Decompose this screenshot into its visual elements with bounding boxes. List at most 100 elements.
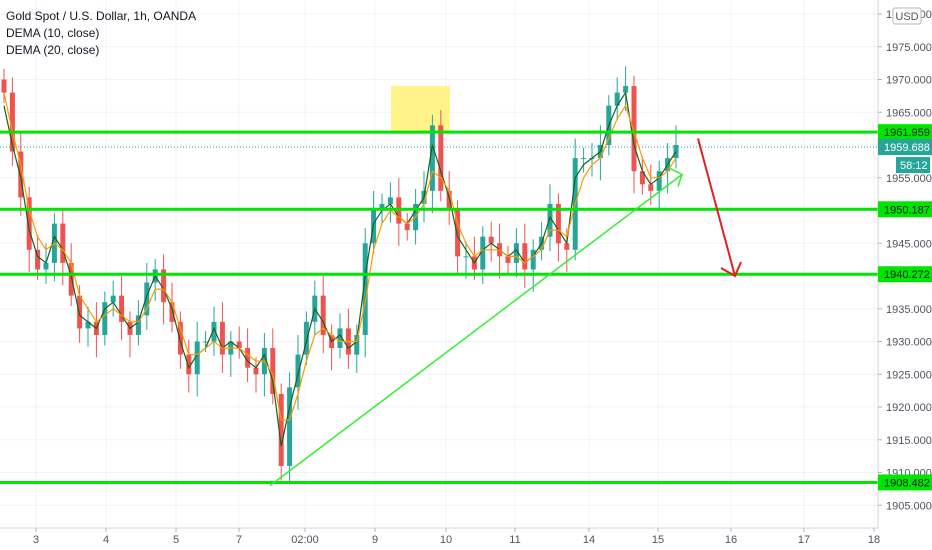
candle-body xyxy=(337,328,343,349)
candle-body xyxy=(43,262,49,270)
candle-body xyxy=(513,243,519,263)
candle-body xyxy=(102,302,108,335)
indicator-dema-10[interactable]: DEMA (10, close) xyxy=(6,26,100,40)
y-tick-label: 1970.000 xyxy=(886,75,932,87)
forecast-arrow[interactable] xyxy=(697,138,742,278)
candle-body xyxy=(278,393,284,466)
candle-body xyxy=(161,269,167,303)
trendline-segment xyxy=(269,173,683,487)
level-tag xyxy=(878,124,932,141)
candle-body xyxy=(480,236,486,270)
x-tick-label: 16 xyxy=(725,534,737,546)
symbol-title[interactable]: Gold Spot / U.S. Dollar, 1h, OANDA xyxy=(6,9,197,23)
candle-body xyxy=(177,321,183,355)
x-tick-label: 3 xyxy=(33,534,39,546)
y-tick-label: 1915.000 xyxy=(886,435,932,447)
last-price-tag xyxy=(878,139,932,156)
candle-body xyxy=(110,295,116,303)
candle-body xyxy=(219,321,225,355)
indicator-dema-20[interactable]: DEMA (20, close) xyxy=(6,43,100,57)
level-tag xyxy=(878,474,932,491)
forecast-arrow-shaft xyxy=(697,138,736,277)
candle-body xyxy=(245,348,251,368)
y-tick-label: 1975.000 xyxy=(886,42,932,54)
candle-body xyxy=(656,171,662,191)
level-tag-label: 1908.482 xyxy=(884,477,930,489)
candle-body xyxy=(631,86,637,172)
countdown-label: 58:12 xyxy=(900,160,928,172)
candle-body xyxy=(522,243,528,270)
candle-body xyxy=(379,203,385,211)
candle-body xyxy=(362,243,368,335)
y-tick-label: 1905.000 xyxy=(886,500,932,512)
x-tick-label: 17 xyxy=(798,534,810,546)
x-tick-label: 5 xyxy=(173,534,179,546)
candle-body xyxy=(287,387,293,466)
candle-body xyxy=(429,125,435,191)
candle-body xyxy=(144,282,150,316)
candle-body xyxy=(488,236,494,244)
y-tick-label: 1965.000 xyxy=(886,107,932,119)
candle-body xyxy=(85,321,91,329)
y-tick-label: 1945.000 xyxy=(886,238,932,250)
chart-legend: Gold Spot / U.S. Dollar, 1h, OANDA DEMA … xyxy=(6,8,196,59)
candle-body xyxy=(68,262,74,296)
last-price-label: 1959.688 xyxy=(884,142,930,154)
candle-body xyxy=(169,302,175,322)
candle-body xyxy=(614,92,620,106)
x-tick-label: 7 xyxy=(236,534,242,546)
y-tick-label: 1955.000 xyxy=(886,173,932,185)
level-tag-label: 1950.187 xyxy=(884,204,930,216)
x-tick-label: 11 xyxy=(509,534,520,546)
candle-body xyxy=(1,79,7,93)
x-tick-label: 10 xyxy=(440,534,452,546)
candle-body xyxy=(623,86,629,93)
candle-body xyxy=(119,295,125,322)
y-tick-label: 1930.000 xyxy=(886,337,932,349)
candle-body xyxy=(648,184,654,191)
candle-body xyxy=(438,125,444,191)
y-tick-label: 1925.000 xyxy=(886,369,932,381)
x-tick-label: 18 xyxy=(868,534,880,546)
candle-body xyxy=(564,243,570,250)
candle-body xyxy=(35,249,41,270)
candle-body xyxy=(211,321,217,342)
candle-body xyxy=(673,145,679,159)
time-axis[interactable]: 3 4 5 7 02:00 9 10 11 14 15 16 17 18 xyxy=(33,528,880,546)
candle-body xyxy=(194,341,200,375)
candle-body xyxy=(186,354,192,375)
candle-body xyxy=(18,151,24,198)
currency-badge[interactable]: USD xyxy=(892,7,922,25)
highlight-zone xyxy=(391,86,450,132)
candle-body xyxy=(295,354,301,388)
candle-body xyxy=(9,92,15,152)
x-tick-label: 15 xyxy=(652,534,664,546)
candle-body xyxy=(320,295,326,335)
candle-body xyxy=(404,223,410,231)
candle-body xyxy=(203,341,209,343)
candle-body xyxy=(60,223,66,263)
candle-body xyxy=(77,295,83,329)
price-axis-tags: 1961.959 1950.187 1940.272 1908.482 1959.688… xyxy=(878,124,932,491)
y-tick-label: 1920.000 xyxy=(886,402,932,414)
candle-body xyxy=(387,197,393,204)
candle-body xyxy=(236,341,242,349)
level-tag-label: 1940.272 xyxy=(884,269,930,281)
level-tag-label: 1961.959 xyxy=(884,127,930,139)
candle-body xyxy=(639,171,645,185)
candle-body xyxy=(455,210,461,257)
trendline[interactable] xyxy=(269,167,683,487)
candle-body xyxy=(135,315,141,335)
forecast-arrowhead xyxy=(720,261,742,278)
candle-body xyxy=(505,256,511,263)
dema-10-line xyxy=(3,90,677,447)
trendline-arrowhead xyxy=(669,167,683,187)
candle-body xyxy=(26,197,32,250)
candle-body xyxy=(547,203,553,237)
dema-lines xyxy=(3,90,677,447)
candle-body xyxy=(530,249,536,270)
level-tag xyxy=(878,266,932,283)
candle-body xyxy=(253,367,259,375)
dema-20-line xyxy=(3,92,677,421)
